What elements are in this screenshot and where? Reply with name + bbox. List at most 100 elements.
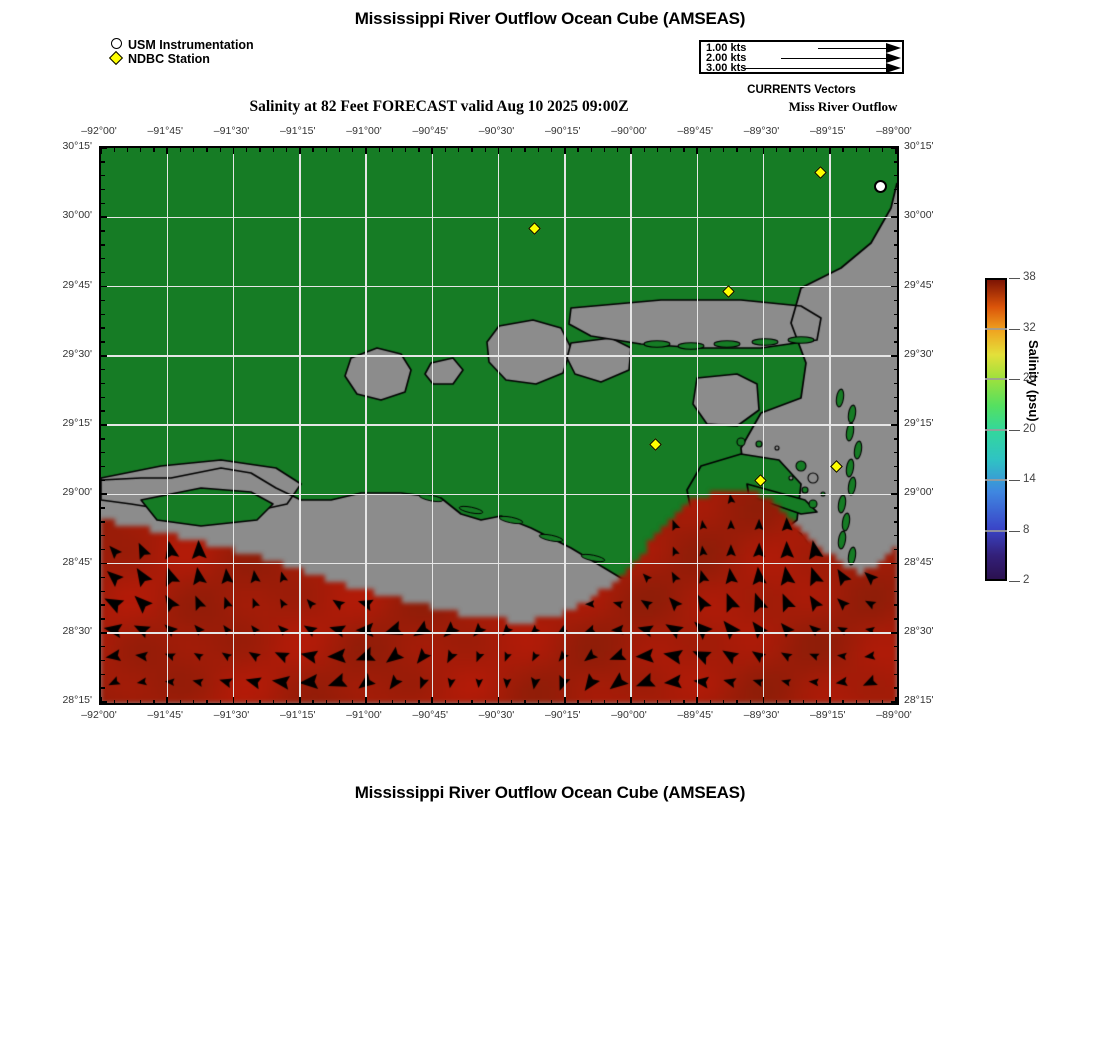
axis-minor-tick (378, 699, 380, 703)
diamond-marker-icon (753, 473, 767, 487)
axis-minor-tick (113, 148, 115, 152)
y-axis-label: 29°30' (904, 347, 934, 360)
axis-minor-tick (893, 645, 897, 648)
axis-minor-tick (246, 148, 248, 152)
diamond-marker-icon (829, 459, 843, 473)
currents-legend-row: 2.00 kts (701, 52, 902, 64)
axis-minor-tick (802, 148, 804, 152)
axis-minor-tick (802, 699, 804, 703)
y-axis-label: 30°00' (62, 209, 92, 222)
axis-minor-tick (352, 148, 354, 152)
axis-tick (298, 697, 301, 703)
axis-minor-tick (893, 659, 897, 662)
axis-minor-tick (101, 535, 105, 537)
axis-minor-tick (893, 410, 897, 412)
x-axis-label: –90°30' (478, 125, 515, 137)
axis-minor-tick (603, 148, 606, 152)
axis-minor-tick (893, 507, 897, 509)
axis-minor-tick (352, 699, 354, 703)
currents-legend-label: 3.00 kts (706, 62, 747, 74)
axis-tick (828, 148, 831, 154)
axis-minor-tick (842, 699, 844, 703)
ndbc-station-6[interactable] (753, 473, 767, 487)
circle-marker-icon (873, 179, 887, 193)
y-axis-label: 28°30' (62, 624, 92, 637)
currents-legend-label: 1.00 kts (706, 42, 747, 54)
y-axis-label: 29°30' (62, 347, 92, 360)
y-axis-label: 30°15' (904, 140, 934, 152)
diamond-marker-icon (721, 284, 735, 298)
circle-marker-icon (110, 38, 124, 52)
axis-minor-tick (893, 271, 897, 274)
colorbar-tick-label: 8 (1023, 523, 1030, 536)
ndbc-station-4[interactable] (648, 437, 662, 451)
axis-minor-tick (418, 699, 420, 703)
axis-minor-tick (246, 699, 248, 703)
axis-minor-tick (101, 452, 105, 454)
x-axis-label: –90°00' (611, 125, 647, 137)
axis-minor-tick (458, 699, 460, 703)
currents-arrow-head (886, 63, 901, 73)
map-plot-area[interactable] (99, 146, 899, 705)
axis-minor-tick (749, 148, 751, 152)
x-axis-label: –89°45' (677, 709, 713, 721)
colorbar-inner-tick (985, 428, 1007, 431)
axis-tick (891, 493, 897, 496)
y-axis-label: 30°00' (904, 209, 934, 222)
axis-minor-tick (893, 687, 897, 689)
axis-minor-tick (193, 148, 195, 152)
gridline-horizontal (101, 632, 897, 634)
axis-minor-tick (259, 148, 261, 152)
axis-minor-tick (550, 699, 553, 703)
gridline-horizontal (101, 355, 897, 357)
region-label: Miss River Outflow (788, 99, 898, 114)
axis-minor-tick (511, 148, 513, 152)
usm-instrumentation-1[interactable] (873, 179, 887, 193)
currents-arrow-shaft (781, 58, 886, 59)
axis-tick (166, 148, 169, 154)
axis-minor-tick (101, 368, 105, 371)
axis-minor-tick (893, 341, 897, 343)
ndbc-station-1[interactable] (813, 165, 827, 179)
axis-tick (101, 424, 107, 426)
axis-minor-tick (101, 175, 105, 177)
x-axis-label: –90°45' (412, 125, 448, 137)
axis-minor-tick (643, 699, 645, 703)
x-axis-label: –89°45' (677, 125, 713, 137)
axis-tick (365, 697, 367, 703)
ndbc-station-3[interactable] (721, 284, 735, 298)
axis-minor-tick (893, 299, 897, 302)
ndbc-station-2[interactable] (527, 221, 541, 235)
axis-minor-tick (776, 148, 778, 152)
axis-minor-tick (312, 148, 314, 152)
axis-minor-tick (842, 148, 844, 152)
colorbar-tick-label: 38 (1023, 271, 1036, 283)
axis-minor-tick (484, 699, 486, 703)
axis-minor-tick (893, 521, 897, 523)
axis-tick (101, 285, 107, 288)
axis-minor-tick (101, 161, 105, 163)
axis-minor-tick (893, 548, 897, 551)
axis-tick (762, 148, 765, 154)
colorbar-tick-label: 20 (1023, 422, 1036, 435)
y-axis-label: 28°45' (62, 555, 92, 568)
colorbar-tick (1009, 480, 1020, 482)
axis-minor-tick (471, 148, 473, 152)
axis-minor-tick (868, 699, 871, 703)
legend-item-ndbc: NDBC Station (108, 50, 254, 66)
currents-legend-row: 3.00 kts (701, 62, 902, 74)
diamond-marker-icon (813, 165, 827, 179)
axis-minor-tick (670, 699, 672, 703)
y-axis-label: 28°45' (904, 555, 934, 568)
x-axis-label: –89°15' (810, 709, 846, 721)
x-axis-label: –89°15' (810, 125, 846, 137)
axis-minor-tick (855, 699, 857, 703)
x-axis-label: –90°15' (545, 125, 581, 137)
axis-minor-tick (193, 699, 195, 703)
axis-minor-tick (101, 548, 105, 551)
axis-minor-tick (101, 687, 105, 689)
ndbc-station-5[interactable] (829, 459, 843, 473)
axis-minor-tick (893, 368, 897, 371)
axis-tick (696, 148, 699, 154)
axis-minor-tick (893, 396, 897, 398)
